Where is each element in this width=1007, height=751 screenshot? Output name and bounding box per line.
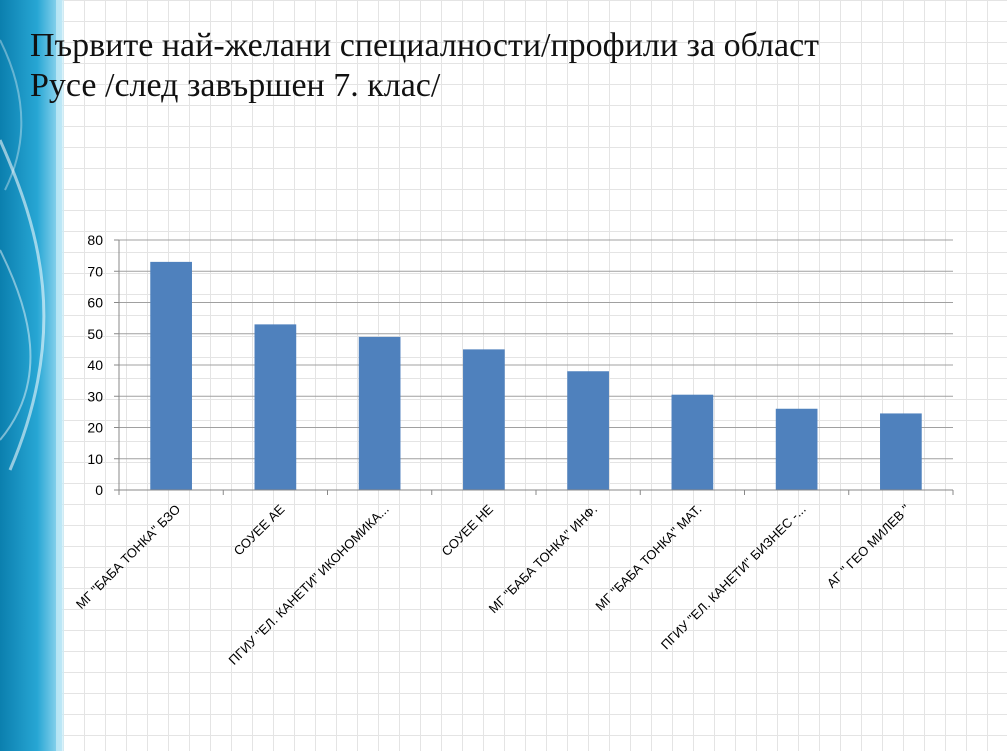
y-tick-label: 80: [87, 232, 103, 248]
bar: [358, 336, 401, 490]
bar: [671, 394, 714, 490]
x-category-label: МГ "БАБА ТОНКА" МАТ.: [592, 502, 704, 614]
x-category-label: ПГИУ "ЕЛ. КАНЕТИ" ИКОНОМИКА...: [226, 502, 392, 668]
x-category-label: СОУЕЕ НЕ: [439, 501, 497, 559]
bar: [880, 413, 922, 490]
slide-title-line-1: Първите най-желани специалности/профили …: [30, 27, 820, 64]
bar: [254, 324, 297, 490]
y-tick-label: 40: [87, 357, 103, 373]
bar: [150, 261, 192, 490]
y-tick-label: 30: [87, 388, 103, 404]
x-category-label: АГ " ГЕО МИЛЕВ ": [824, 501, 914, 591]
axes: [114, 239, 954, 495]
slide-title-line-2: Русе /след завършен 7. клас/: [30, 67, 441, 104]
y-tick-label: 60: [87, 295, 103, 311]
y-tick-label: 0: [95, 482, 103, 498]
y-tick-label: 10: [87, 451, 103, 467]
gridlines: [119, 239, 953, 460]
bars: [150, 261, 922, 490]
y-tick-label: 50: [87, 326, 103, 342]
x-category-label: СОУЕЕ АЕ: [231, 501, 288, 558]
bar: [775, 408, 818, 490]
x-category-label: МГ "БАБА ТОНКА" БЗО: [73, 502, 183, 612]
x-category-label: МГ "БАБА ТОНКА" ИНФ.: [486, 502, 601, 617]
side-decoration: [0, 0, 64, 751]
y-tick-label: 70: [87, 263, 103, 279]
y-tick-labels: 0 10 20 30 40 50 60 70 80: [87, 232, 103, 498]
bar: [567, 371, 609, 490]
slide-title: Първите най-желани специалности/профили …: [30, 26, 980, 106]
bar: [463, 349, 505, 490]
y-tick-label: 20: [87, 420, 103, 436]
